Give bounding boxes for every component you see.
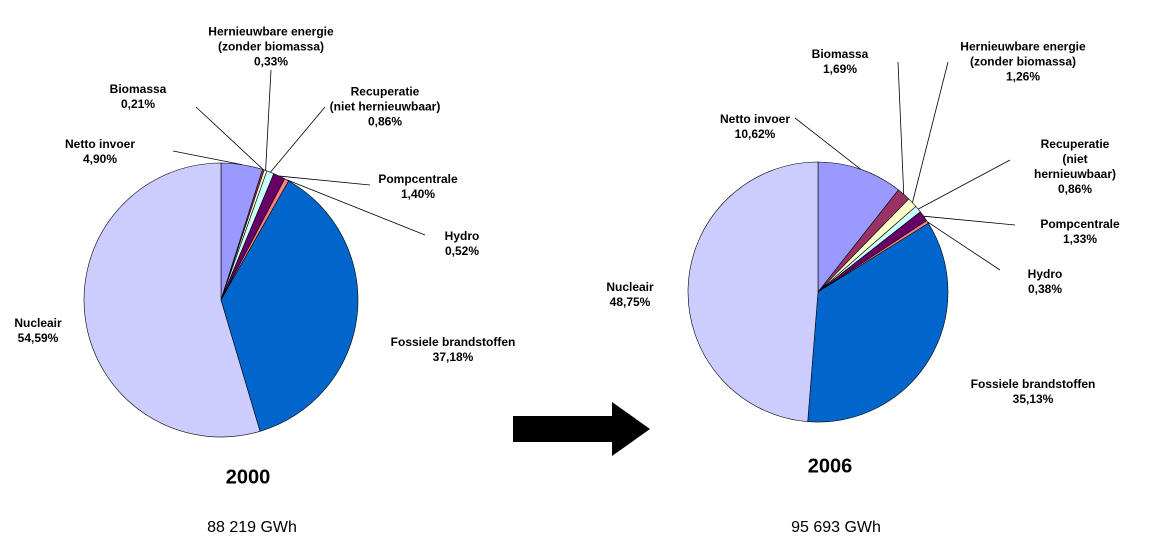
pie-slice bbox=[220, 180, 359, 432]
pie-slice bbox=[687, 161, 819, 422]
leader-line bbox=[912, 61, 949, 203]
category-label: Recuperatie (niet hernieuwbaar) bbox=[329, 84, 441, 114]
chart-title: 2000 bbox=[225, 466, 271, 489]
chart-subtitle: 95 693 GWh bbox=[791, 519, 881, 536]
slice-label: Hydro 0,52% bbox=[445, 229, 480, 259]
slice-label: Fossiele brandstoffen 35,13% bbox=[971, 377, 1096, 407]
category-label: Nucleair bbox=[14, 316, 62, 330]
category-label: Hydro bbox=[1027, 267, 1063, 281]
value-label: 0,33% bbox=[253, 54, 289, 69]
slice-label: Recuperatie (niet hernieuwbaar) 0,86% bbox=[330, 85, 441, 130]
slice-label: Hydro 0,38% bbox=[1028, 267, 1063, 297]
category-label: Netto invoer bbox=[64, 137, 136, 151]
category-label: Hydro bbox=[444, 229, 480, 243]
slice-label: Pompcentrale 1,33% bbox=[1040, 217, 1119, 247]
value-label: 1,69% bbox=[822, 62, 858, 76]
leader-line bbox=[794, 117, 861, 170]
chart-title: 2006 bbox=[807, 455, 853, 478]
slice-label: Biomassa 1,69% bbox=[812, 47, 869, 77]
category-label: Netto invoer bbox=[719, 112, 791, 126]
leader-line bbox=[270, 106, 326, 173]
slice-label: Netto invoer 10,62% bbox=[720, 112, 790, 142]
leader-line bbox=[265, 69, 272, 171]
pie-slice bbox=[83, 162, 261, 438]
category-label: Biomassa bbox=[811, 47, 869, 61]
value-label: 0,52% bbox=[444, 244, 480, 258]
pie-slice bbox=[817, 161, 899, 293]
value-label: 35,13% bbox=[1012, 392, 1054, 406]
value-label: 0,38% bbox=[1027, 282, 1063, 296]
leader-line bbox=[195, 106, 264, 171]
value-label: 0,21% bbox=[120, 97, 156, 111]
value-label: 0,86% bbox=[367, 114, 403, 129]
value-label: 1,26% bbox=[1005, 69, 1041, 84]
category-label: Fossiele brandstoffen bbox=[970, 377, 1096, 391]
value-label: 48,75% bbox=[609, 295, 651, 309]
slice-label: Nucleair 48,75% bbox=[606, 280, 653, 310]
slice-label: Pompcentrale 1,40% bbox=[378, 172, 457, 202]
slice-label: Hernieuwbare energie (zonder biomassa) 0,… bbox=[208, 25, 333, 70]
slice-label: Nucleair 54,59% bbox=[14, 316, 61, 346]
value-label: 1,40% bbox=[400, 187, 436, 201]
category-label: Fossiele brandstoffen bbox=[390, 335, 516, 349]
category-label: Biomassa bbox=[109, 82, 167, 96]
leader-line bbox=[917, 159, 1011, 210]
category-label: Recuperatie (niet hernieuwbaar) bbox=[1033, 137, 1117, 181]
slice-label: Hernieuwbare energie (zonder biomassa) 1,… bbox=[960, 40, 1085, 85]
leader-line bbox=[927, 221, 1001, 271]
pie-slice bbox=[807, 222, 949, 423]
leader-line bbox=[286, 179, 426, 236]
value-label: 0,86% bbox=[1057, 182, 1093, 196]
value-label: 10,62% bbox=[734, 127, 776, 141]
slice-label: Recuperatie (niet hernieuwbaar) 0,86% bbox=[1033, 137, 1117, 197]
leader-line bbox=[897, 61, 905, 195]
leader-line bbox=[923, 215, 1016, 226]
category-label: Hernieuwbare energie (zonder biomassa) bbox=[208, 24, 334, 54]
category-label: Hernieuwbare energie (zonder biomassa) bbox=[960, 39, 1086, 69]
leader-line bbox=[172, 150, 243, 166]
slice-label: Fossiele brandstoffen 37,18% bbox=[391, 335, 516, 365]
category-label: Pompcentrale bbox=[378, 172, 458, 186]
chart-subtitle: 88 219 GWh bbox=[207, 519, 297, 536]
value-label: 37,18% bbox=[432, 350, 474, 364]
leader-line bbox=[279, 175, 371, 186]
value-label: 1,33% bbox=[1062, 232, 1098, 246]
category-label: Pompcentrale bbox=[1040, 217, 1120, 231]
value-label: 54,59% bbox=[17, 331, 59, 345]
slice-label: Biomassa 0,21% bbox=[110, 82, 167, 112]
arrow bbox=[513, 402, 650, 456]
slice-label: Netto invoer 4,90% bbox=[65, 137, 135, 167]
category-label: Nucleair bbox=[606, 280, 654, 294]
value-label: 4,90% bbox=[82, 152, 118, 166]
